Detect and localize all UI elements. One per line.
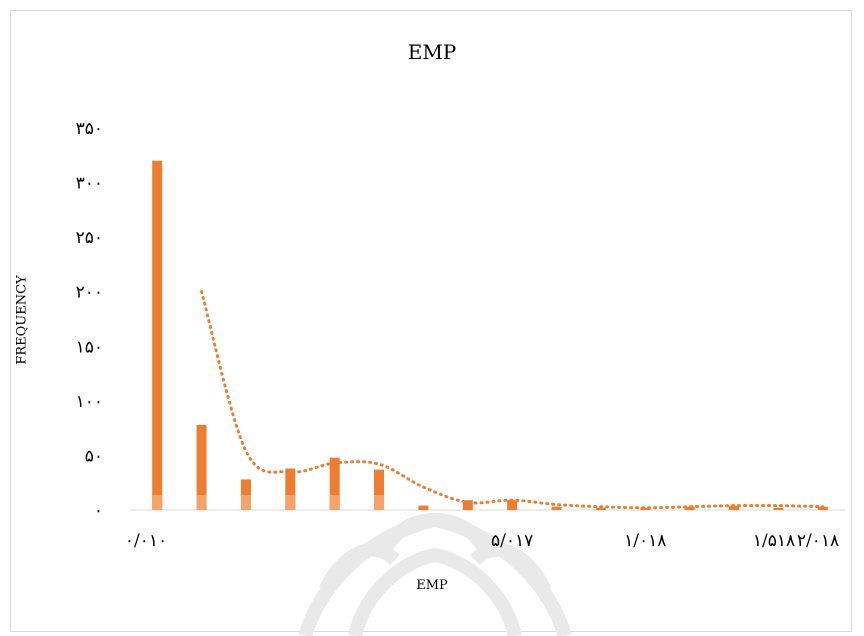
bar-lower-segment [196, 494, 207, 510]
bar [684, 506, 695, 510]
bar [640, 507, 651, 510]
y-tick-label: ۲۵۰ [76, 228, 103, 248]
bar-lower-segment [374, 494, 385, 510]
x-tick-label: ۲/۰۱۸ [797, 531, 839, 551]
y-tick-label: ۰ [94, 501, 103, 521]
y-tick-label: ۱۵۰ [76, 337, 103, 357]
y-tick-label: ۵۰ [85, 446, 103, 466]
trend-line [200, 290, 825, 510]
bar [285, 468, 296, 510]
bar [196, 424, 207, 510]
bar [418, 505, 429, 510]
y-tick-label: ۱۰۰ [76, 392, 103, 412]
bar [595, 507, 606, 510]
bar [817, 506, 828, 510]
bar [507, 500, 518, 510]
bar [773, 507, 784, 510]
bar [729, 505, 740, 510]
x-tick-label: ۵/۰۱۷ [491, 531, 533, 551]
bar-lower-segment [329, 494, 340, 510]
y-tick-label: ۳۵۰ [76, 119, 103, 139]
bar [374, 469, 385, 510]
bar-lower-segment [152, 494, 163, 510]
x-tick-label: ۰/۰۱۰ [125, 531, 167, 551]
chart-title: EMP [407, 40, 457, 64]
x-tick-label: ۱/۵۱۸ [753, 531, 795, 551]
y-tick-label: ۲۰۰ [76, 283, 103, 303]
bar [551, 506, 562, 510]
y-tick-label: ۳۰۰ [76, 174, 103, 194]
bar-lower-segment [240, 494, 251, 510]
bar [329, 457, 340, 510]
bar [240, 479, 251, 510]
x-tick-label: ۱/۰۱۸ [624, 531, 666, 551]
bar-lower-segment [285, 494, 296, 510]
x-axis-label: EMP [416, 578, 448, 593]
watermark-logo [298, 513, 572, 636]
bar [152, 160, 163, 510]
chart-frame [10, 10, 852, 632]
bar [462, 500, 473, 510]
